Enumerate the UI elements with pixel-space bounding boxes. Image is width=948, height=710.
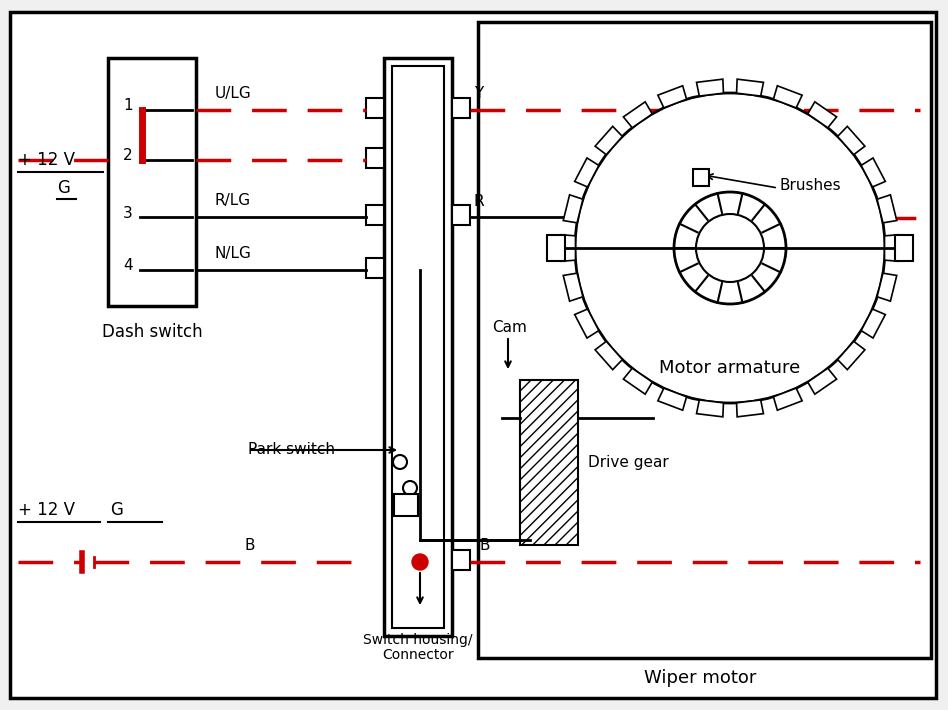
Text: G: G xyxy=(57,179,70,197)
FancyBboxPatch shape xyxy=(10,12,936,698)
FancyBboxPatch shape xyxy=(366,258,384,278)
Text: 1: 1 xyxy=(123,99,133,114)
FancyBboxPatch shape xyxy=(366,148,384,168)
Polygon shape xyxy=(774,388,802,410)
Text: Switch housing/: Switch housing/ xyxy=(363,633,473,647)
Text: Dash switch: Dash switch xyxy=(101,323,202,341)
FancyBboxPatch shape xyxy=(366,98,384,118)
Polygon shape xyxy=(658,388,686,410)
Circle shape xyxy=(412,554,428,570)
FancyBboxPatch shape xyxy=(895,235,913,261)
FancyBboxPatch shape xyxy=(392,66,444,628)
Polygon shape xyxy=(693,169,709,186)
Text: 4: 4 xyxy=(123,258,133,273)
Text: Connector: Connector xyxy=(382,648,454,662)
Polygon shape xyxy=(861,309,885,338)
Text: 3: 3 xyxy=(123,205,133,221)
Text: + 12 V: + 12 V xyxy=(18,151,75,169)
Polygon shape xyxy=(624,102,652,128)
FancyBboxPatch shape xyxy=(452,98,470,118)
Text: 2: 2 xyxy=(123,148,133,163)
FancyBboxPatch shape xyxy=(394,494,418,516)
Text: B: B xyxy=(245,538,255,553)
Circle shape xyxy=(674,192,786,304)
FancyBboxPatch shape xyxy=(452,205,470,225)
Text: R/LG: R/LG xyxy=(215,193,251,208)
Circle shape xyxy=(393,455,407,469)
Polygon shape xyxy=(884,235,899,261)
Circle shape xyxy=(575,93,885,403)
Text: R: R xyxy=(474,194,484,209)
Text: Motor armature: Motor armature xyxy=(660,359,801,377)
Polygon shape xyxy=(877,195,897,223)
Text: Y: Y xyxy=(474,86,483,101)
Text: Park switch: Park switch xyxy=(248,442,335,457)
Circle shape xyxy=(696,214,764,282)
Text: Drive gear: Drive gear xyxy=(588,455,668,470)
Polygon shape xyxy=(697,400,723,417)
Polygon shape xyxy=(561,235,575,261)
Polygon shape xyxy=(774,86,802,108)
Text: N/LG: N/LG xyxy=(215,246,252,261)
Text: G: G xyxy=(110,501,123,519)
Polygon shape xyxy=(563,195,583,223)
Text: Brushes: Brushes xyxy=(780,178,842,194)
Polygon shape xyxy=(877,273,897,301)
FancyBboxPatch shape xyxy=(366,205,384,225)
Polygon shape xyxy=(574,309,599,338)
Polygon shape xyxy=(595,342,623,370)
Text: B: B xyxy=(480,538,490,553)
Polygon shape xyxy=(838,126,865,155)
FancyBboxPatch shape xyxy=(452,550,470,570)
Polygon shape xyxy=(861,158,885,187)
Text: Cam: Cam xyxy=(492,320,527,336)
FancyBboxPatch shape xyxy=(520,380,578,545)
Circle shape xyxy=(403,481,417,495)
FancyBboxPatch shape xyxy=(108,58,196,306)
Polygon shape xyxy=(808,368,837,394)
Text: U/LG: U/LG xyxy=(215,86,252,101)
Polygon shape xyxy=(563,273,583,301)
Polygon shape xyxy=(808,102,837,128)
Polygon shape xyxy=(838,342,865,370)
Text: Wiper motor: Wiper motor xyxy=(644,669,757,687)
FancyBboxPatch shape xyxy=(547,235,565,261)
Polygon shape xyxy=(595,126,623,155)
FancyBboxPatch shape xyxy=(384,58,452,636)
Polygon shape xyxy=(737,79,763,96)
Polygon shape xyxy=(574,158,599,187)
Polygon shape xyxy=(658,86,686,108)
FancyBboxPatch shape xyxy=(478,22,931,658)
Polygon shape xyxy=(737,400,763,417)
Text: + 12 V: + 12 V xyxy=(18,501,75,519)
Polygon shape xyxy=(624,368,652,394)
Polygon shape xyxy=(697,79,723,96)
